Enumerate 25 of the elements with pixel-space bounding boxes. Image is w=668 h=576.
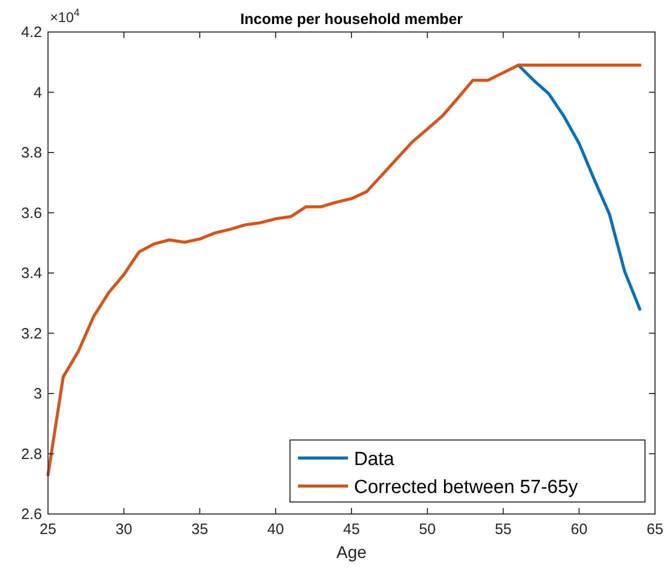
y-tick-label: 3.6: [21, 204, 42, 222]
x-tick-label: 60: [570, 521, 588, 538]
y-tick-label: 2.8: [21, 446, 42, 463]
y-tick-label: 3.8: [21, 144, 42, 162]
legend-label: Corrected between 57-65y: [354, 477, 578, 498]
x-tick-label: 45: [343, 521, 360, 538]
x-tick-label: 65: [646, 521, 664, 538]
legend-label: Data: [354, 449, 395, 470]
y-tick-label: 3.4: [21, 265, 42, 282]
line-series: [46, 64, 642, 476]
y-tick-label: 2.6: [21, 506, 42, 523]
text: ×10$^{4}$: [50, 7, 80, 25]
x-tick-label: 30: [116, 521, 132, 538]
x-tick-label: 55: [494, 521, 512, 538]
x-axis-title: Age: [336, 543, 367, 562]
line-series: [516, 64, 642, 311]
y-tick-label: 4.2: [21, 24, 42, 41]
chart-title: Income per household member: [240, 11, 463, 28]
y-tick-label: 3.2: [21, 325, 42, 342]
y-tick-label: 3: [34, 386, 42, 402]
x-tick-label: 35: [191, 521, 208, 538]
x-tick-label: 50: [419, 521, 436, 538]
y-tick-label: 4: [34, 84, 42, 102]
x-tick-label: 25: [40, 521, 56, 538]
x-tick-label: 40: [267, 521, 284, 538]
